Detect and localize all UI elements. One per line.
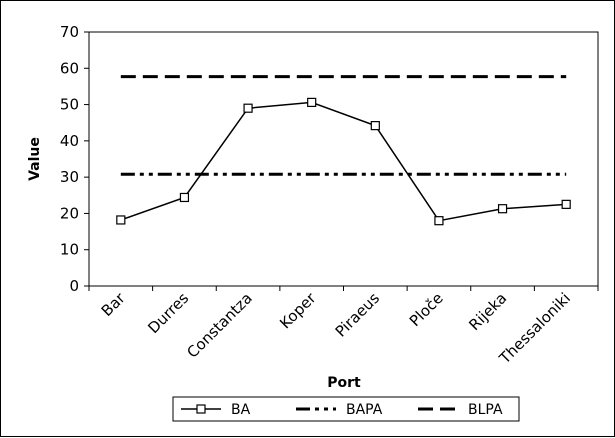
legend-label-blpa: BLPA [468,402,503,418]
data-point-ba [561,199,571,209]
y-tick-label: 50 [60,96,79,114]
y-tick-label: 20 [60,204,79,222]
legend-marker [196,404,206,414]
legend-box [172,396,520,422]
plot-area [88,31,599,287]
y-axis-title: Value [27,137,43,181]
data-point-ba [116,215,126,225]
series-line-ba [120,101,567,222]
x-tick-label: Koper [276,289,320,333]
data-point-ba [243,103,253,113]
x-tick-label: Constantza [183,289,255,361]
data-point-ba [370,121,380,131]
plot-border [88,31,599,287]
x-tick-label: Ploče [406,289,447,330]
y-tick-label: 10 [60,241,79,259]
data-point-ba [497,204,508,214]
x-tick-label: Durres [144,289,192,337]
y-axis: 0 10 20 30 40 50 60 70 [60,23,89,295]
legend: BA BAPA BLPA [172,396,520,422]
y-tick-label: 0 [69,277,79,295]
y-tick-label: 70 [60,23,79,41]
x-tick-label: Piraeus [332,289,384,341]
y-tick-label: 40 [60,132,79,150]
x-axis-title: Port [327,375,361,391]
series-layer [116,75,571,226]
data-point-ba [307,97,317,107]
legend-label-ba: BA [231,402,251,418]
data-point-ba [434,216,444,226]
x-tick-label: Rijeka [465,289,510,334]
y-tick-label: 30 [60,168,79,186]
x-tick-label: Bar [98,289,129,320]
y-tick-label: 60 [60,59,79,77]
data-point-ba [179,192,190,203]
legend-label-bapa: BAPA [346,402,383,418]
